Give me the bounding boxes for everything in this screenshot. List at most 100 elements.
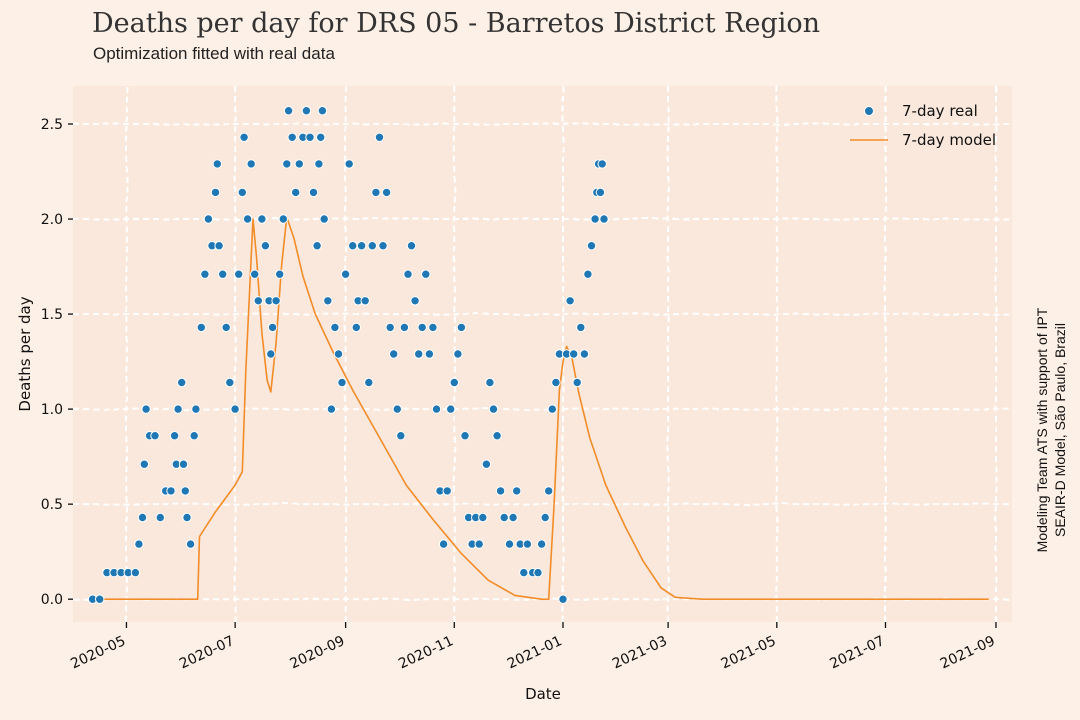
- real-data-point: [185, 539, 196, 549]
- legend-real-label: 7-day real: [902, 102, 978, 120]
- real-data-point: [499, 512, 509, 523]
- x-axis-label: Date: [525, 685, 561, 703]
- real-data-point: [282, 159, 292, 169]
- x-tick-label: 2021-03: [610, 633, 670, 672]
- x-tick-label: 2021-09: [938, 633, 998, 672]
- real-data-point: [95, 594, 105, 604]
- real-data-point: [597, 159, 607, 169]
- real-data-point: [210, 187, 221, 198]
- real-data-point: [214, 241, 224, 251]
- real-data-point: [522, 539, 533, 549]
- x-tick-label: 2020-05: [68, 633, 128, 672]
- real-data-point: [403, 269, 413, 279]
- legend-real-marker: [864, 106, 874, 116]
- y-tick-label: 2.5: [41, 117, 63, 133]
- real-data-point: [348, 241, 358, 251]
- real-data-point: [492, 431, 502, 441]
- y-axis-label: Deaths per day: [16, 296, 34, 411]
- real-data-point: [572, 377, 582, 388]
- real-data-point: [137, 512, 148, 523]
- real-data-point: [237, 187, 248, 198]
- real-data-point: [317, 106, 328, 116]
- legend-model-label: 7-day model: [902, 131, 996, 149]
- real-data-point: [540, 512, 550, 523]
- real-data-point: [512, 486, 522, 496]
- real-data-point: [392, 404, 402, 414]
- real-data-point: [134, 539, 144, 549]
- real-data-point: [337, 377, 347, 388]
- real-data-point: [442, 486, 452, 496]
- real-data-point: [374, 132, 385, 143]
- real-data-point: [481, 459, 492, 469]
- real-data-point: [421, 269, 431, 279]
- real-data-point: [283, 106, 294, 116]
- real-data-point: [356, 241, 367, 251]
- x-tick-label: 2021-05: [719, 633, 779, 672]
- real-data-point: [141, 404, 151, 414]
- real-data-point: [242, 214, 253, 224]
- real-data-point: [428, 322, 438, 333]
- real-data-point: [389, 349, 399, 359]
- real-data-point: [267, 322, 278, 333]
- real-data-point: [351, 322, 361, 333]
- real-data-point: [474, 539, 484, 549]
- real-data-point: [180, 486, 191, 496]
- real-data-point: [536, 539, 547, 549]
- chart-title: Deaths per day for DRS 05 - Barretos Dis…: [92, 8, 820, 39]
- real-data-point: [182, 512, 192, 523]
- real-data-point: [414, 349, 424, 359]
- real-data-point: [595, 187, 606, 198]
- real-data-point: [378, 241, 388, 251]
- real-data-point: [460, 431, 470, 441]
- x-tick-label: 2021-01: [505, 633, 565, 672]
- real-data-point: [417, 322, 427, 333]
- real-data-point: [590, 214, 600, 224]
- real-data-point: [301, 106, 312, 116]
- x-tick-label: 2020-09: [288, 633, 348, 672]
- real-data-point: [551, 377, 561, 388]
- real-data-point: [200, 269, 210, 279]
- real-data-point: [212, 159, 223, 169]
- real-data-point: [196, 322, 207, 333]
- real-data-point: [266, 349, 276, 359]
- real-data-point: [508, 512, 518, 523]
- real-data-point: [177, 377, 187, 388]
- side-note-line1: Modeling Team ATS with support of IPT: [1034, 307, 1050, 552]
- real-data-point: [253, 296, 263, 306]
- real-data-point: [314, 159, 324, 169]
- real-data-point: [250, 269, 260, 279]
- real-data-point: [558, 594, 568, 604]
- real-data-point: [583, 269, 593, 279]
- real-data-point: [203, 214, 214, 224]
- real-data-point: [495, 486, 506, 496]
- plot-area: [73, 86, 1012, 622]
- real-data-point: [533, 567, 543, 578]
- real-data-point: [586, 241, 597, 251]
- real-data-point: [294, 159, 304, 169]
- model-series-line: [94, 216, 989, 600]
- real-data-point: [308, 187, 319, 198]
- y-tick-label: 2.0: [41, 212, 63, 228]
- x-tick-label: 2020-11: [396, 633, 456, 672]
- real-data-point: [431, 404, 442, 414]
- real-data-point: [367, 241, 377, 251]
- real-data-point: [291, 187, 301, 198]
- real-data-point: [191, 404, 201, 414]
- real-data-point: [456, 322, 467, 333]
- real-data-point: [478, 512, 488, 523]
- real-data-point: [446, 404, 456, 414]
- real-data-point: [424, 349, 435, 359]
- real-data-point: [326, 404, 337, 414]
- real-data-point: [218, 269, 228, 279]
- real-data-point: [271, 296, 281, 306]
- real-data-point: [333, 349, 344, 359]
- side-note-line2: SEAIR-D Model, São Paulo, Brazil: [1052, 323, 1068, 537]
- real-data-point: [547, 404, 557, 414]
- real-data-point: [312, 241, 322, 251]
- real-data-point: [330, 322, 340, 333]
- real-data-point: [381, 187, 392, 198]
- real-data-point: [504, 539, 515, 549]
- chart-subtitle: Optimization fitted with real data: [93, 44, 335, 63]
- real-data-point: [579, 349, 590, 359]
